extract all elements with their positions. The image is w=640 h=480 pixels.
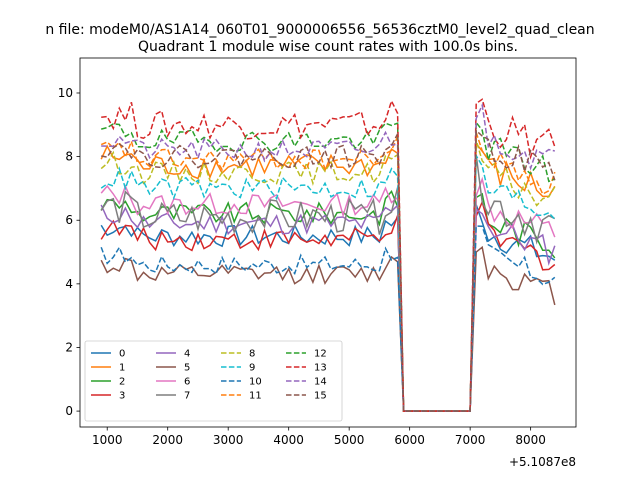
x-axis: 1000 2000 3000 4000 5000 6000 7000 8000 [92, 427, 546, 447]
y-tick-label: 6 [65, 213, 73, 227]
legend-label: 14 [314, 377, 327, 388]
series-line-4 [100, 203, 556, 412]
series-line-1 [100, 141, 556, 412]
legend-entry-12: 12 [286, 349, 327, 360]
legend-label: 10 [249, 377, 262, 388]
legend-entry-9: 9 [221, 363, 255, 374]
legend-entry-4: 4 [156, 349, 190, 360]
legend-frame [84, 340, 343, 422]
legend-label: 0 [119, 349, 125, 360]
legend-entry-11: 11 [221, 391, 262, 402]
series-line-6 [100, 176, 556, 412]
series-line-13 [101, 98, 556, 412]
y-tick-label: 10 [58, 86, 73, 100]
x-tick-label: 3000 [213, 433, 244, 447]
y-tick-label: 8 [65, 150, 73, 164]
legend-label: 6 [184, 377, 190, 388]
legend-label: 2 [119, 377, 125, 388]
x-tick-label: 5000 [334, 433, 365, 447]
legend-entry-2: 2 [91, 377, 125, 388]
series-line-8 [100, 140, 556, 412]
legend-entry-5: 5 [156, 363, 190, 374]
legend-entry-3: 3 [91, 391, 125, 402]
y-tick-label: 4 [65, 277, 73, 291]
legend-label: 1 [119, 363, 125, 374]
axes-frame [79, 57, 577, 428]
x-offset-label: +5.1087e8 [509, 455, 576, 469]
legend-label: 12 [314, 349, 327, 360]
legend-entry-1: 1 [91, 363, 125, 374]
series-line-10 [100, 225, 556, 412]
y-axis: 0 2 4 6 8 10 [58, 86, 80, 418]
series-line-5 [100, 245, 556, 412]
legend-label: 11 [249, 391, 262, 402]
chart-title: Quadrant 1 module wise count rates with … [138, 39, 518, 55]
legend-entry-7: 7 [156, 391, 190, 402]
series-line-15 [101, 128, 556, 412]
x-tick-label: 4000 [273, 433, 304, 447]
y-tick-label: 2 [65, 340, 73, 354]
legend-entry-14: 14 [286, 377, 327, 388]
x-tick-label: 8000 [515, 433, 546, 447]
series-line-7 [100, 154, 556, 412]
legend-label: 5 [184, 363, 190, 374]
plot-series-group [100, 98, 556, 412]
x-tick-label: 1000 [92, 433, 123, 447]
series-line-0 [100, 204, 556, 412]
legend-label: 13 [314, 363, 327, 374]
series-line-12 [101, 120, 556, 412]
x-tick-label: 6000 [394, 433, 425, 447]
series-line-9 [100, 153, 556, 412]
legend-label: 7 [184, 391, 190, 402]
series-line-14 [101, 102, 555, 412]
legend-label: 9 [249, 363, 255, 374]
legend-label: 4 [184, 349, 190, 360]
x-tick-label: 2000 [152, 433, 183, 447]
legend-entry-6: 6 [156, 377, 190, 388]
figure-suptitle: n file: modeM0/AS1A14_060T01_9000006556_… [45, 22, 594, 38]
legend-entry-0: 0 [91, 349, 125, 360]
legend-entry-13: 13 [286, 363, 327, 374]
series-line-3 [100, 199, 556, 412]
legend-label: 3 [119, 391, 125, 402]
legend-entry-10: 10 [221, 377, 262, 388]
legend-label: 15 [314, 391, 327, 402]
series-line-11 [100, 132, 556, 412]
legend-label: 8 [249, 349, 255, 360]
x-tick-label: 7000 [455, 433, 486, 447]
legend-entry-8: 8 [221, 349, 255, 360]
y-tick-label: 0 [65, 404, 73, 418]
legend-entry-15: 15 [286, 391, 327, 402]
